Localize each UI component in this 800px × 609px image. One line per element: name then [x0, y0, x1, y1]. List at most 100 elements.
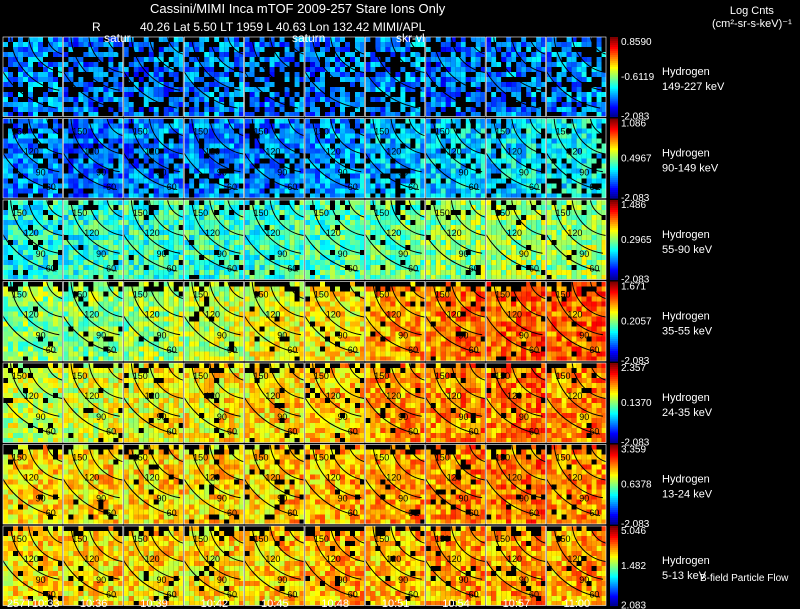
pitch-angle-contour [330, 363, 365, 400]
pitch-angle-contour [46, 444, 63, 463]
pitch-angle-contour [511, 281, 546, 318]
pitch-angle-contour [571, 526, 606, 563]
pitch-angle-contour [244, 70, 299, 109]
pitch-angle-contour [184, 396, 238, 435]
pitch-angle-contour [148, 281, 184, 318]
contour-label: 60 [227, 508, 237, 518]
pitch-angle-contour [269, 444, 304, 481]
pitch-angle-contour [244, 559, 299, 598]
pitch-angle-contour [88, 200, 123, 237]
pitch-angle-contour [123, 233, 178, 272]
contour-label: 60 [348, 508, 358, 518]
pitch-angle-contour [365, 396, 419, 435]
pitch-angle-contour [330, 200, 365, 237]
contour-label: 120 [507, 391, 522, 401]
contour-label: 90 [277, 575, 287, 585]
stare-panel [365, 36, 426, 117]
pitch-angle-contour [191, 37, 241, 91]
pitch-angle-contour [511, 444, 546, 481]
contour-label: 150 [314, 534, 329, 544]
contour-label: 150 [254, 208, 269, 218]
contour-label: 60 [167, 427, 177, 437]
pitch-angle-contour [148, 526, 184, 563]
pitch-angle-contour [529, 444, 546, 463]
pitch-angle-contour [70, 118, 120, 173]
pitch-angle-contour [571, 200, 606, 237]
pitch-angle-contour [408, 526, 425, 544]
pitch-angle-contour [148, 118, 184, 155]
contour-label: 150 [72, 126, 87, 136]
pitch-angle-contour [148, 444, 184, 481]
pitch-angle-contour [425, 396, 480, 435]
colorbar [610, 363, 618, 444]
contour-label: 150 [556, 534, 571, 544]
contour-label: 120 [507, 309, 522, 319]
contour-label: 150 [254, 534, 269, 544]
contour-label: 90 [277, 168, 287, 178]
pitch-angle-contour [123, 559, 178, 598]
contour-label: 60 [227, 345, 237, 355]
colorbar [610, 37, 618, 118]
pitch-angle-contour [305, 559, 359, 598]
contour-label: 90 [277, 412, 287, 422]
contour-label: 60 [46, 182, 56, 192]
contour-label: 60 [227, 182, 237, 192]
contour-label: 120 [567, 391, 582, 401]
contour-label: 90 [458, 494, 468, 504]
colorbar [610, 281, 618, 362]
pitch-angle-contour [365, 315, 419, 354]
pitch-angle-contour [10, 281, 60, 336]
pitch-angle-contour [46, 37, 63, 55]
time-tick-label: 10:42 [201, 598, 229, 609]
time-tick-label: 10:54 [442, 598, 470, 609]
colorbar [610, 200, 618, 281]
pitch-angle-contour [529, 281, 546, 300]
contour-label: 120 [567, 309, 582, 319]
pitch-angle-contour [408, 200, 425, 218]
pitch-angle-contour [184, 70, 238, 109]
pitch-angle-contour [425, 559, 480, 598]
pitch-angle-contour [130, 281, 181, 336]
pitch-angle-contour [571, 363, 606, 400]
pitch-angle-contour [372, 200, 422, 254]
colorbar-min-label: -2.083 [621, 438, 650, 449]
pitch-angle-contour [88, 281, 123, 318]
pitch-angle-contour [348, 200, 365, 218]
contour-label: 150 [495, 208, 510, 218]
contour-label: 120 [326, 391, 341, 401]
pitch-angle-contour [167, 281, 184, 300]
contour-label: 60 [106, 182, 116, 192]
pitch-angle-contour [348, 37, 365, 55]
contour-label: 90 [579, 412, 589, 422]
stare-panel [546, 36, 607, 117]
colorbar-min-label: -2.083 [621, 112, 650, 123]
contour-label: 90 [398, 249, 408, 259]
contour-label: 90 [96, 168, 106, 178]
pitch-angle-contour [553, 200, 604, 254]
pitch-angle-contour [450, 444, 486, 481]
pitch-angle-contour [450, 37, 486, 74]
pitch-angle-contour [209, 444, 244, 481]
pitch-angle-contour [312, 526, 362, 580]
colorbar [610, 444, 618, 525]
pitch-angle-contour [553, 118, 604, 173]
contour-label: 120 [265, 146, 280, 156]
pitch-angle-contour [106, 444, 123, 463]
pitch-angle-contour [167, 200, 184, 218]
pitch-angle-contour [312, 363, 362, 417]
pitch-angle-contour [529, 118, 546, 137]
contour-label: 120 [447, 472, 462, 482]
contour-label: 150 [193, 126, 208, 136]
contour-label: 60 [408, 264, 418, 274]
pitch-angle-contour [46, 281, 63, 300]
pitch-angle-contour [3, 478, 57, 517]
